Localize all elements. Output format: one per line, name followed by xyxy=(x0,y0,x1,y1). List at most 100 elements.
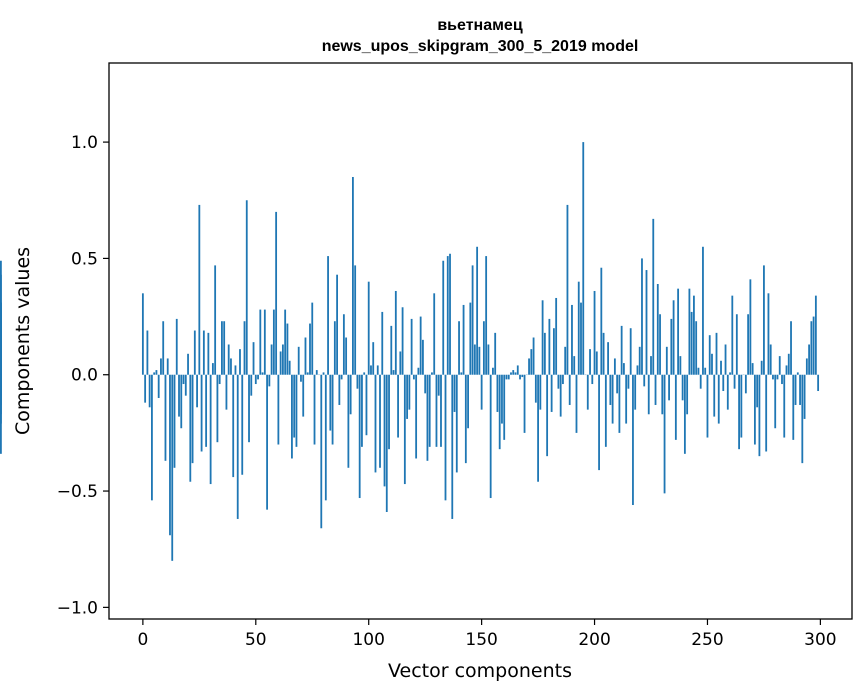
bar xyxy=(399,351,402,375)
bar xyxy=(564,346,567,375)
bar xyxy=(803,374,806,419)
bar xyxy=(652,218,655,375)
bar xyxy=(609,374,612,405)
bar xyxy=(523,374,526,433)
bar xyxy=(300,374,302,382)
bar xyxy=(230,358,232,375)
bar xyxy=(354,265,357,375)
bar xyxy=(437,374,440,396)
bar xyxy=(329,374,332,431)
bar xyxy=(442,260,445,375)
bar xyxy=(749,279,752,375)
bar xyxy=(266,374,268,510)
bar xyxy=(494,332,497,375)
bar xyxy=(753,374,756,445)
bar xyxy=(327,256,329,375)
bar xyxy=(774,374,777,429)
bar xyxy=(670,318,673,375)
bar xyxy=(659,314,661,375)
bar xyxy=(738,374,740,450)
bar xyxy=(338,374,341,405)
bar xyxy=(205,374,208,447)
bar xyxy=(543,332,546,375)
bar xyxy=(783,374,786,438)
bar xyxy=(516,365,519,375)
bar xyxy=(541,300,544,375)
bar xyxy=(288,360,291,375)
bar xyxy=(799,374,801,405)
bar xyxy=(431,372,433,375)
bar xyxy=(0,374,2,387)
bar xyxy=(426,374,429,461)
bar xyxy=(175,318,178,375)
bar xyxy=(586,374,589,410)
plot-frame xyxy=(108,62,853,620)
bar xyxy=(519,374,521,380)
bar xyxy=(573,356,576,375)
x-tick-label: 200 xyxy=(578,630,610,650)
bar xyxy=(324,374,327,501)
bar xyxy=(189,374,192,482)
bar xyxy=(284,309,287,375)
bar xyxy=(808,344,810,375)
bar xyxy=(726,374,729,410)
x-axis-label: Vector components xyxy=(388,660,572,682)
bar xyxy=(0,374,2,454)
bar xyxy=(446,256,449,375)
bar xyxy=(315,370,318,375)
bar xyxy=(331,374,334,445)
bar xyxy=(295,374,298,447)
bar xyxy=(218,374,221,385)
bar xyxy=(297,346,300,375)
bar xyxy=(760,360,763,375)
bar xyxy=(408,374,411,410)
bar xyxy=(672,300,675,375)
bar xyxy=(250,374,253,396)
bar xyxy=(602,332,605,375)
bar xyxy=(277,374,280,445)
bar xyxy=(690,311,693,375)
bar xyxy=(568,374,571,405)
bar xyxy=(593,290,596,375)
bar xyxy=(498,374,501,450)
bar xyxy=(539,374,542,410)
bar xyxy=(227,344,230,375)
bar xyxy=(313,374,316,445)
bar xyxy=(306,372,309,375)
bar xyxy=(403,374,406,485)
bar xyxy=(275,211,278,375)
bar xyxy=(747,314,750,375)
x-axis: 0 50 100 150 200 250 300 xyxy=(137,619,837,650)
bar xyxy=(381,311,384,375)
bar xyxy=(153,372,156,375)
bar xyxy=(169,374,171,536)
bar xyxy=(767,293,770,375)
bar xyxy=(794,374,797,405)
bar xyxy=(668,374,670,401)
bar xyxy=(221,321,223,375)
bar xyxy=(665,346,668,375)
bar xyxy=(697,367,700,375)
bar xyxy=(209,374,212,485)
bar xyxy=(708,335,711,375)
bar xyxy=(455,374,458,473)
bar xyxy=(487,344,490,375)
y-tick-label: −1.0 xyxy=(57,598,98,618)
bar xyxy=(571,304,573,375)
bar xyxy=(552,328,555,375)
bar xyxy=(650,356,652,375)
bar xyxy=(575,374,578,433)
bar xyxy=(376,365,379,375)
bar xyxy=(778,356,781,375)
bar xyxy=(340,374,343,380)
bar xyxy=(345,337,348,375)
bar xyxy=(503,374,506,440)
bar xyxy=(257,374,259,380)
bar xyxy=(629,328,632,375)
bar xyxy=(263,309,266,375)
bar xyxy=(711,353,713,375)
bar xyxy=(412,374,415,380)
bar xyxy=(559,374,562,417)
bar xyxy=(259,309,262,375)
bar xyxy=(417,367,420,375)
